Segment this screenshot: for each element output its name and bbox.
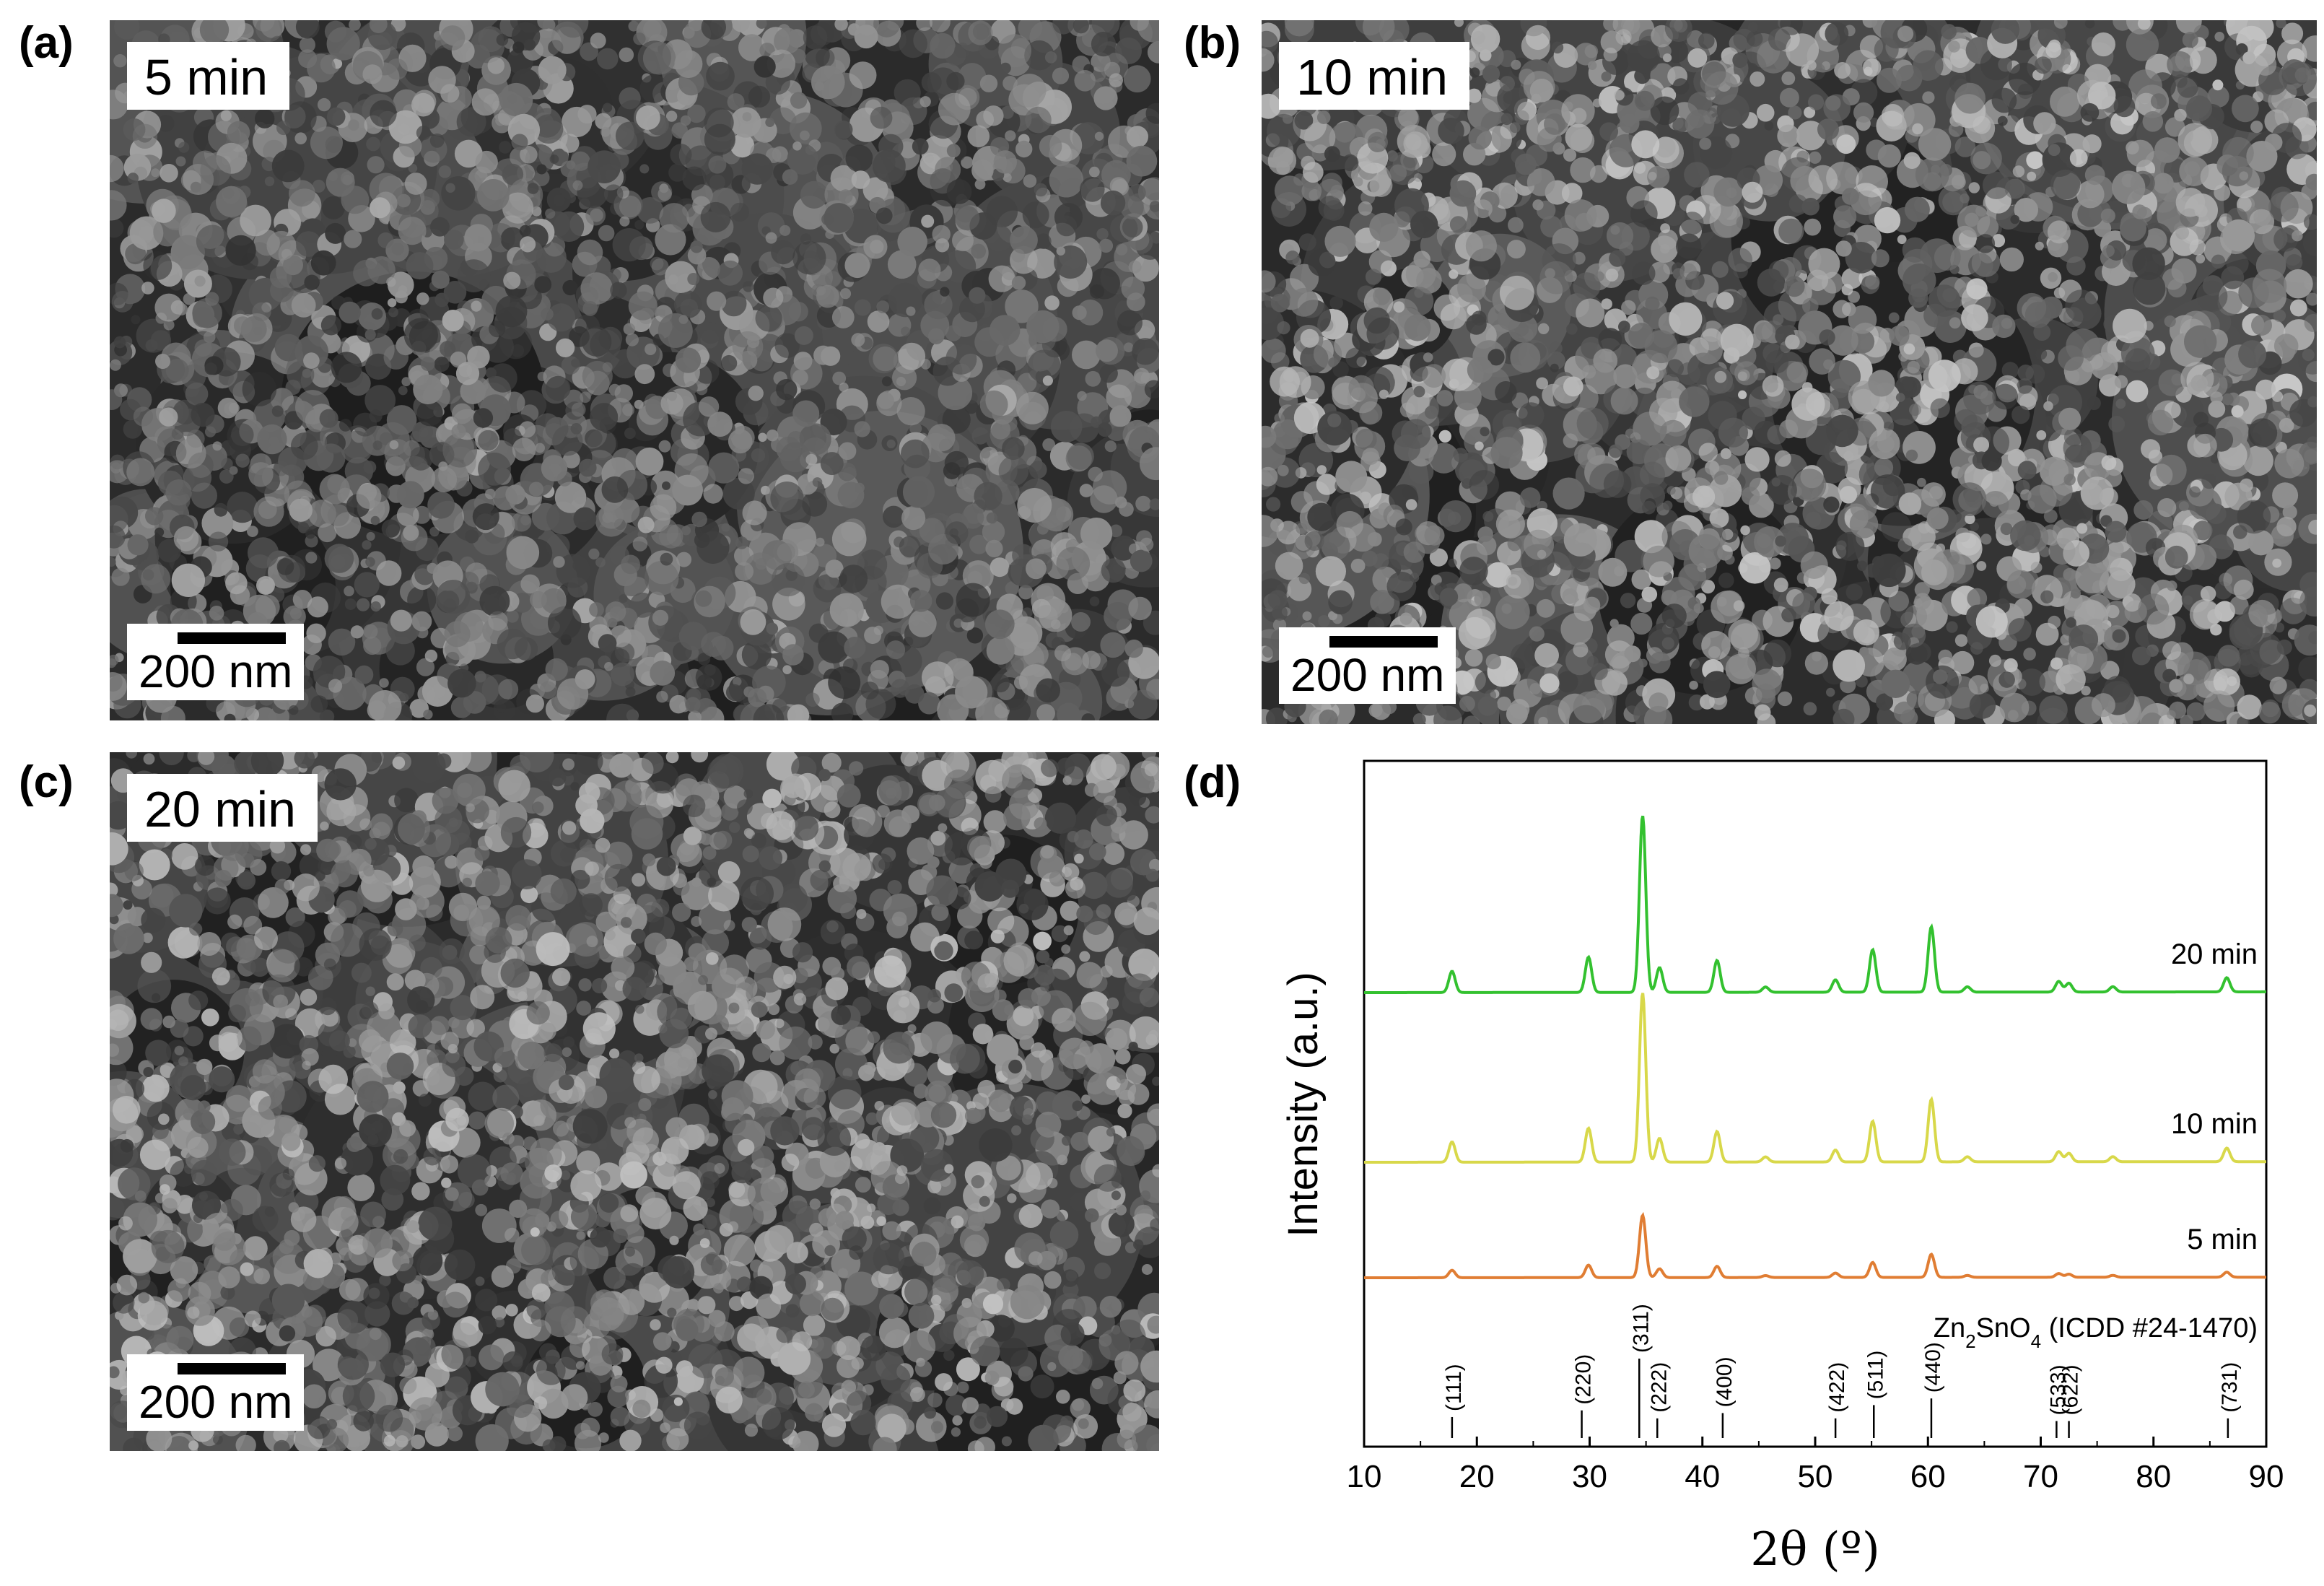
sem-texture	[110, 20, 1159, 720]
hkl-label: (222)	[1647, 1362, 1671, 1413]
x-tick-label: 60	[1910, 1459, 1946, 1494]
scale-bar-box: 200 nm	[127, 1354, 305, 1431]
time-label: 10 min	[1279, 42, 1470, 110]
sem-image-5min: 5 min 200 nm	[110, 20, 1159, 720]
hkl-label: (422)	[1825, 1362, 1849, 1413]
panel-label-d: (d)	[1184, 757, 1241, 807]
hkl-label: (622)	[2059, 1364, 2083, 1415]
xrd-series-line	[1364, 993, 2266, 1164]
x-tick-label: 20	[1459, 1459, 1495, 1494]
x-tick-label: 50	[1798, 1459, 1833, 1494]
xrd-chart: 10 20 30 40 50 60 70 80 90 20 min 10 min 5 min (111)…	[1280, 759, 2284, 1577]
panel-label-a: (a)	[19, 18, 74, 68]
hkl-label: (533)	[2046, 1364, 2070, 1415]
hkl-label: (400)	[1713, 1356, 1737, 1407]
sem-texture	[110, 752, 1159, 1451]
hkl-label: (440)	[1921, 1342, 1945, 1393]
scale-bar	[178, 1363, 286, 1374]
scale-bar-box: 200 nm	[1279, 627, 1456, 704]
hkl-label: (731)	[2218, 1362, 2242, 1413]
hkl-label: (220)	[1572, 1354, 1596, 1405]
x-tick-label: 80	[2136, 1459, 2171, 1494]
time-label: 5 min	[127, 42, 290, 110]
series-label: 20 min	[2171, 938, 2258, 970]
series-label: 10 min	[2171, 1108, 2258, 1140]
x-tick-label: 40	[1685, 1459, 1720, 1494]
x-tick-label: 70	[2023, 1459, 2058, 1494]
scale-bar-label: 200 nm	[139, 1376, 293, 1428]
y-axis-label: Intensity (a.u.)	[1280, 972, 1327, 1237]
x-axis-label: 2θ (º)	[1750, 1523, 1880, 1577]
hkl-label: (511)	[1864, 1351, 1887, 1400]
x-tick-label: 30	[1572, 1459, 1607, 1494]
hkl-label: (111)	[1442, 1364, 1466, 1411]
sem-image-10min: 10 min 200 nm	[1262, 20, 2317, 724]
scale-bar-label: 200 nm	[1290, 649, 1445, 701]
scale-bar	[1329, 636, 1438, 648]
x-tick-label: 10	[1347, 1459, 1382, 1494]
xrd-series-line	[1364, 815, 2266, 994]
reference-label: Zn2SnO4 (ICDD #24-1470)	[1934, 1313, 2258, 1352]
hkl-label: (311)	[1629, 1304, 1653, 1353]
sem-texture	[1262, 20, 2317, 724]
sem-image-20min: 20 min 200 nm	[110, 752, 1159, 1451]
xrd-series-line	[1364, 1211, 2266, 1279]
series-label: 5 min	[2187, 1224, 2258, 1255]
panel-label-c: (c)	[19, 757, 74, 807]
scale-bar	[178, 632, 286, 644]
scale-bar-box: 200 nm	[127, 624, 305, 700]
plot-frame	[1363, 759, 2268, 1448]
x-tick-label: 90	[2249, 1459, 2284, 1494]
panel-label-b: (b)	[1184, 18, 1241, 68]
time-label: 20 min	[127, 774, 318, 842]
scale-bar-label: 200 nm	[139, 645, 293, 697]
